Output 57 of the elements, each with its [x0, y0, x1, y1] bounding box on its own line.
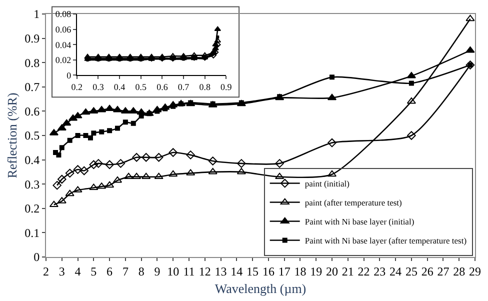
y-tick-label: 0.8	[24, 56, 40, 70]
x-tick-label: 2	[43, 264, 49, 278]
x-axis-title: Wavelength (µm)	[214, 281, 306, 296]
x-tick-label: 22	[358, 264, 370, 278]
x-tick-label: 6	[106, 264, 113, 278]
x-tick-label: 0.2	[71, 82, 83, 92]
x-tick-label: 24	[390, 264, 402, 278]
x-tick-label: 0.3	[92, 82, 104, 92]
y-tick-label: 0	[34, 250, 40, 264]
legend-label: paint (after temperature test)	[304, 198, 402, 208]
y-tick-label: 0	[66, 70, 72, 80]
x-tick-label: 0.7	[178, 82, 190, 92]
x-tick-label: 13	[214, 264, 227, 278]
x-tick-label: 14	[230, 264, 243, 278]
x-tick-label: 4	[74, 264, 81, 278]
y-tick-label: 0.9	[24, 32, 40, 46]
x-tick-label: 18	[294, 264, 306, 278]
y-tick-label: 0.3	[24, 177, 40, 192]
x-tick-label: 3	[58, 264, 65, 278]
x-tick-label: 16	[262, 264, 274, 278]
y-tick-label: 0.5	[24, 128, 40, 143]
x-tick-label: 25	[405, 264, 418, 278]
y-tick-label: 0.08	[55, 9, 72, 20]
x-tick-label: 27	[437, 264, 450, 278]
y-tick-label: 0.04	[55, 40, 72, 50]
x-tick-label: 0.9	[220, 82, 232, 92]
x-tick-label: 20	[326, 264, 338, 278]
x-tick-label: 17	[278, 264, 290, 278]
x-tick-label: 0.4	[114, 82, 126, 92]
x-tick-label: 8	[138, 264, 144, 278]
legend-label: paint (initial)	[304, 178, 350, 189]
y-tick-label: 0.1	[24, 226, 40, 240]
y-tick-label: 0.2	[24, 202, 40, 216]
x-tick-label: 23	[374, 264, 386, 278]
y-axis-title: Reflection (%R)	[4, 92, 20, 178]
x-tick-label: 0.8	[199, 82, 211, 92]
x-tick-label: 0.6	[156, 82, 168, 92]
x-tick-label: 5	[90, 264, 97, 278]
x-tick-label: 10	[167, 264, 180, 278]
y-tick-label: 1	[34, 7, 40, 22]
x-tick-label: 29	[469, 264, 481, 278]
x-tick-label: 28	[453, 264, 466, 278]
x-tick-label: 0.5	[135, 82, 147, 92]
x-tick-label: 26	[421, 264, 434, 278]
x-tick-label: 11	[183, 264, 195, 278]
x-tick-label: 15	[246, 264, 259, 278]
y-tick-label: 0.02	[55, 55, 72, 66]
x-tick-label: 21	[342, 264, 354, 278]
y-tick-label: 0.4	[24, 153, 40, 167]
legend-label: Paint with Ni base layer (initial)	[304, 216, 414, 227]
legend-label: Paint with Ni base layer (after temperature test)	[304, 236, 467, 246]
x-tick-label: 19	[310, 264, 322, 278]
y-tick-label: 0.6	[24, 104, 40, 118]
y-tick-label: 0.06	[55, 24, 72, 34]
x-tick-label: 7	[122, 264, 128, 278]
x-tick-label: 12	[198, 264, 211, 278]
x-tick-label: 9	[154, 264, 160, 278]
